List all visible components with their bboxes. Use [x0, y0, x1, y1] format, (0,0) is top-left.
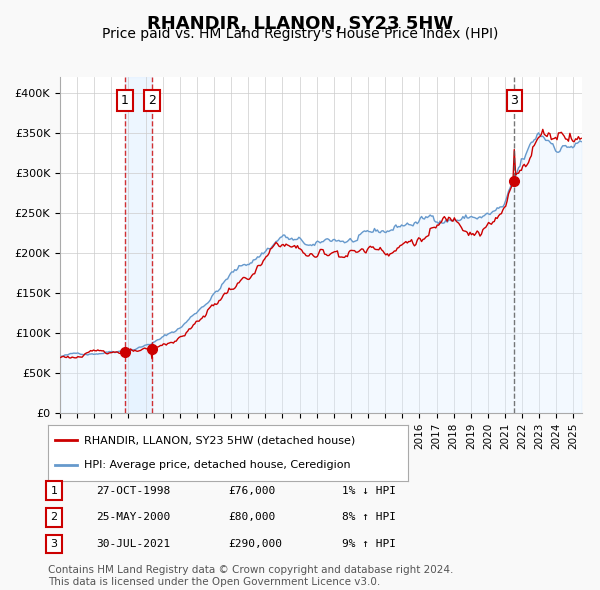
Text: 3: 3: [50, 539, 58, 549]
Bar: [125, 77, 152, 413]
HPI: Average price, detached house, Ceredigion: (2.02e+03, 2.37e+05): Average price, detached house, Ceredigio…: [413, 220, 421, 227]
HPI: Average price, detached house, Ceredigion: (2e+03, 7.69e+04): Average price, detached house, Ceredigio…: [109, 348, 116, 355]
Text: 1: 1: [121, 94, 129, 107]
RHANDIR, LLANON, SY23 5HW (detached house): [578, 135, 585, 142]
Text: 8% ↑ HPI: 8% ↑ HPI: [342, 513, 396, 522]
Text: 2: 2: [50, 513, 58, 522]
HPI: Average price, detached house, Ceredigion: (2e+03, 9.83e+04): Average price, detached house, Ceredigio…: [164, 331, 171, 338]
HPI: Average price, detached house, Ceredigion: (2e+03, 8.55e+04): Average price, detached house, Ceredigio…: [146, 341, 153, 348]
RHANDIR, LLANON, SY23 5HW (detached house): [340, 254, 347, 261]
Text: RHANDIR, LLANON, SY23 5HW: RHANDIR, LLANON, SY23 5HW: [147, 15, 453, 33]
HPI: Average price, detached house, Ceredigion: (2e+03, 7.08e+04): Average price, detached house, Ceredigio…: [57, 353, 64, 360]
Text: 3: 3: [511, 94, 518, 107]
HPI: Average price, detached house, Ceredigion: (2.02e+03, 3.5e+05): Average price, detached house, Ceredigio…: [535, 129, 542, 136]
Text: 2: 2: [148, 94, 156, 107]
RHANDIR, LLANON, SY23 5HW (detached house): [109, 349, 116, 356]
Text: HPI: Average price, detached house, Ceredigion: HPI: Average price, detached house, Cere…: [84, 460, 350, 470]
Text: RHANDIR, LLANON, SY23 5HW (detached house): RHANDIR, LLANON, SY23 5HW (detached hous…: [84, 435, 355, 445]
HPI: Average price, detached house, Ceredigion: (2.02e+03, 2.41e+05): Average price, detached house, Ceredigio…: [442, 217, 449, 224]
RHANDIR, LLANON, SY23 5HW (detached house): [443, 218, 451, 225]
RHANDIR, LLANON, SY23 5HW (detached house): [146, 345, 153, 352]
RHANDIR, LLANON, SY23 5HW (detached house): [415, 234, 422, 241]
Text: 27-OCT-1998: 27-OCT-1998: [96, 486, 170, 496]
RHANDIR, LLANON, SY23 5HW (detached house): [539, 126, 547, 133]
Text: £290,000: £290,000: [228, 539, 282, 549]
RHANDIR, LLANON, SY23 5HW (detached house): [148, 355, 155, 362]
Text: Price paid vs. HM Land Registry's House Price Index (HPI): Price paid vs. HM Land Registry's House …: [102, 27, 498, 41]
Text: 1% ↓ HPI: 1% ↓ HPI: [342, 486, 396, 496]
Text: £76,000: £76,000: [228, 486, 275, 496]
Text: 30-JUL-2021: 30-JUL-2021: [96, 539, 170, 549]
RHANDIR, LLANON, SY23 5HW (detached house): [57, 354, 64, 361]
RHANDIR, LLANON, SY23 5HW (detached house): [166, 340, 173, 347]
HPI: Average price, detached house, Ceredigion: (2.01e+03, 2.14e+05): Average price, detached house, Ceredigio…: [338, 238, 345, 245]
Text: 9% ↑ HPI: 9% ↑ HPI: [342, 539, 396, 549]
Text: 25-MAY-2000: 25-MAY-2000: [96, 513, 170, 522]
Line: RHANDIR, LLANON, SY23 5HW (detached house): RHANDIR, LLANON, SY23 5HW (detached hous…: [61, 129, 581, 359]
Text: 1: 1: [50, 486, 58, 496]
HPI: Average price, detached house, Ceredigion: (2.03e+03, 3.39e+05): Average price, detached house, Ceredigio…: [578, 138, 585, 145]
Line: HPI: Average price, detached house, Ceredigion: HPI: Average price, detached house, Cere…: [61, 133, 581, 356]
Text: £80,000: £80,000: [228, 513, 275, 522]
Text: Contains HM Land Registry data © Crown copyright and database right 2024.
This d: Contains HM Land Registry data © Crown c…: [48, 565, 454, 587]
